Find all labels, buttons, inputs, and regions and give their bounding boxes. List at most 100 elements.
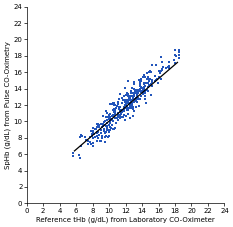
- Point: [132, 91, 135, 95]
- Point: [129, 94, 133, 98]
- Point: [108, 113, 112, 116]
- Point: [131, 96, 135, 100]
- Y-axis label: SpHb (g/dL) from Pulse CO-Oximetry: SpHb (g/dL) from Pulse CO-Oximetry: [4, 41, 11, 169]
- Point: [173, 48, 176, 52]
- Point: [120, 96, 124, 100]
- Point: [132, 97, 136, 100]
- Point: [96, 130, 100, 134]
- Point: [109, 118, 113, 121]
- Point: [159, 56, 163, 59]
- Point: [121, 109, 125, 113]
- Point: [128, 106, 131, 110]
- Point: [107, 123, 111, 127]
- Point: [107, 128, 111, 132]
- Point: [144, 101, 148, 105]
- Point: [148, 77, 152, 81]
- Point: [114, 106, 118, 110]
- Point: [156, 81, 160, 85]
- Point: [118, 116, 122, 119]
- Point: [126, 79, 130, 83]
- Point: [96, 122, 100, 125]
- Point: [113, 112, 116, 115]
- Point: [104, 116, 108, 119]
- Point: [116, 111, 120, 115]
- Point: [131, 96, 134, 100]
- Point: [131, 114, 135, 118]
- Point: [79, 144, 83, 148]
- Point: [111, 101, 115, 104]
- Point: [131, 98, 134, 101]
- Point: [99, 139, 103, 142]
- Point: [144, 91, 147, 95]
- Point: [136, 94, 139, 98]
- Point: [159, 69, 163, 73]
- Point: [106, 135, 110, 139]
- Point: [110, 117, 114, 121]
- Point: [132, 87, 136, 90]
- Point: [145, 77, 149, 81]
- Point: [110, 118, 113, 121]
- Point: [113, 101, 116, 105]
- Point: [104, 130, 108, 133]
- Point: [129, 100, 133, 104]
- Point: [113, 127, 116, 131]
- Point: [174, 55, 178, 58]
- Point: [123, 104, 127, 107]
- Point: [88, 140, 92, 143]
- Point: [154, 78, 158, 82]
- Point: [126, 104, 129, 107]
- Point: [136, 89, 139, 92]
- Point: [139, 77, 143, 81]
- Point: [99, 123, 103, 126]
- Point: [177, 56, 181, 60]
- Point: [131, 107, 135, 111]
- Point: [125, 100, 129, 104]
- Point: [95, 125, 99, 129]
- Point: [93, 135, 97, 138]
- Point: [135, 98, 138, 102]
- Point: [95, 139, 99, 143]
- Point: [103, 132, 107, 135]
- Point: [97, 123, 101, 127]
- Point: [105, 121, 109, 125]
- Point: [143, 97, 147, 100]
- Point: [138, 97, 141, 101]
- Point: [177, 48, 181, 52]
- Point: [127, 99, 130, 102]
- Point: [157, 76, 161, 79]
- Point: [125, 107, 129, 110]
- Point: [147, 70, 151, 74]
- Point: [122, 113, 126, 117]
- Point: [95, 122, 99, 125]
- Point: [108, 119, 112, 122]
- Point: [149, 94, 153, 97]
- Point: [151, 63, 154, 67]
- Point: [117, 105, 120, 109]
- Point: [123, 86, 127, 89]
- Point: [147, 79, 151, 83]
- Point: [111, 114, 114, 118]
- Point: [96, 123, 100, 127]
- Point: [130, 94, 134, 97]
- Point: [130, 87, 134, 90]
- Point: [150, 63, 154, 66]
- Point: [113, 110, 117, 114]
- Point: [136, 89, 140, 93]
- Point: [138, 84, 142, 88]
- Point: [111, 127, 115, 131]
- Point: [115, 104, 119, 108]
- Point: [113, 116, 116, 120]
- Point: [77, 153, 81, 157]
- Point: [119, 115, 123, 119]
- Point: [142, 73, 146, 76]
- Point: [122, 94, 126, 98]
- Point: [137, 89, 141, 93]
- Point: [123, 99, 127, 102]
- Point: [91, 144, 95, 148]
- Point: [144, 81, 147, 85]
- Point: [117, 97, 120, 101]
- Point: [96, 130, 99, 134]
- Point: [91, 131, 94, 135]
- Point: [100, 136, 104, 140]
- Point: [154, 63, 158, 67]
